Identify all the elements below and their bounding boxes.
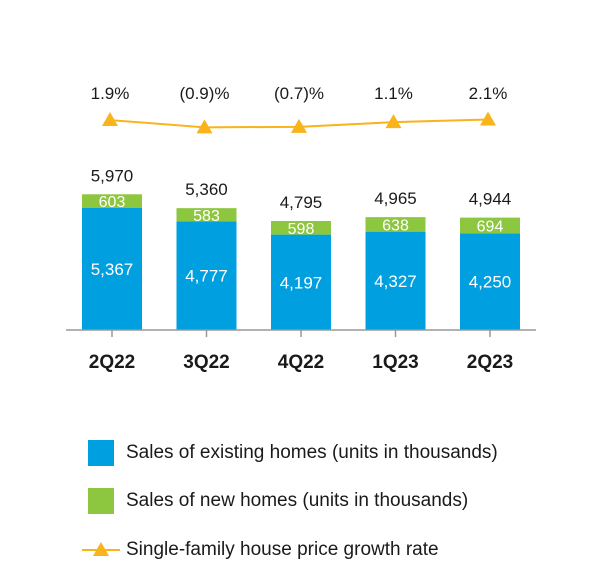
bar-existing-homes <box>365 231 426 330</box>
growth-rate-marker <box>102 112 118 127</box>
x-tick-label: 2Q22 <box>89 352 135 373</box>
labels-layer: 5,367 603 5,970 2Q22 1.9% 4,777 583 5,360 3Q22 (0… <box>89 84 513 373</box>
data-label-growth-rate: (0.7)% <box>274 84 324 103</box>
legend-line-triangle-icon <box>82 542 120 556</box>
data-label-existing-homes: 4,777 <box>185 267 228 286</box>
bar-new-homes <box>365 217 426 232</box>
legend-item-new-homes: Sales of new homes (units in thousands) <box>88 486 468 516</box>
data-label-growth-rate: 1.9% <box>91 84 130 103</box>
x-tick-label: 1Q23 <box>372 352 418 373</box>
data-label-new-homes: 638 <box>382 217 409 234</box>
x-tick-label: 3Q22 <box>183 352 229 373</box>
data-label-growth-rate: 1.1% <box>374 84 413 103</box>
data-label-new-homes: 583 <box>193 208 220 225</box>
growth-rate-marker <box>480 111 496 126</box>
legend-label-existing-homes: Sales of existing homes (units in thousa… <box>126 442 498 463</box>
growth-line-layer <box>102 111 496 134</box>
data-label-total: 4,965 <box>374 189 417 208</box>
data-label-new-homes: 694 <box>477 219 504 236</box>
bar-new-homes <box>460 217 520 234</box>
legend-label-new-homes: Sales of new homes (units in thousands) <box>126 490 469 511</box>
bar-existing-homes <box>82 208 142 330</box>
bar-new-homes <box>176 208 237 222</box>
bars-layer <box>82 194 520 330</box>
bar-existing-homes <box>271 234 331 330</box>
data-label-total: 5,970 <box>91 166 134 185</box>
data-label-total: 4,944 <box>469 190 512 209</box>
bar-new-homes <box>82 194 142 208</box>
legend-swatch-new-homes <box>88 488 114 514</box>
data-label-new-homes: 598 <box>288 221 315 238</box>
growth-rate-marker <box>196 119 213 134</box>
legend-item-price-growth: Single-family house price growth rate <box>82 535 439 565</box>
bar-existing-homes <box>176 221 237 330</box>
legend-swatch-existing-homes <box>88 440 114 466</box>
data-label-existing-homes: 5,367 <box>91 260 134 279</box>
data-label-growth-rate: (0.9)% <box>179 84 229 103</box>
chart: 5,367 603 5,970 2Q22 1.9% 4,777 583 5,360 3Q22 (0… <box>66 84 536 373</box>
data-label-new-homes: 603 <box>99 194 126 211</box>
data-label-total: 5,360 <box>185 180 228 199</box>
data-label-existing-homes: 4,250 <box>469 273 512 292</box>
bar-existing-homes <box>460 233 520 330</box>
bar-new-homes <box>271 221 331 235</box>
x-axis-ticks <box>111 330 491 337</box>
legend-item-existing-homes: Sales of existing homes (units in thousa… <box>88 438 498 468</box>
data-label-existing-homes: 4,197 <box>280 273 323 292</box>
data-label-existing-homes: 4,327 <box>374 272 417 291</box>
legend-label-price-growth: Single-family house price growth rate <box>126 539 439 560</box>
growth-rate-marker <box>291 118 307 133</box>
x-tick-label: 4Q22 <box>278 352 324 373</box>
data-label-growth-rate: 2.1% <box>469 84 508 103</box>
x-tick-label: 2Q23 <box>467 352 513 373</box>
data-label-total: 4,795 <box>280 193 323 212</box>
growth-rate-marker <box>385 114 402 129</box>
